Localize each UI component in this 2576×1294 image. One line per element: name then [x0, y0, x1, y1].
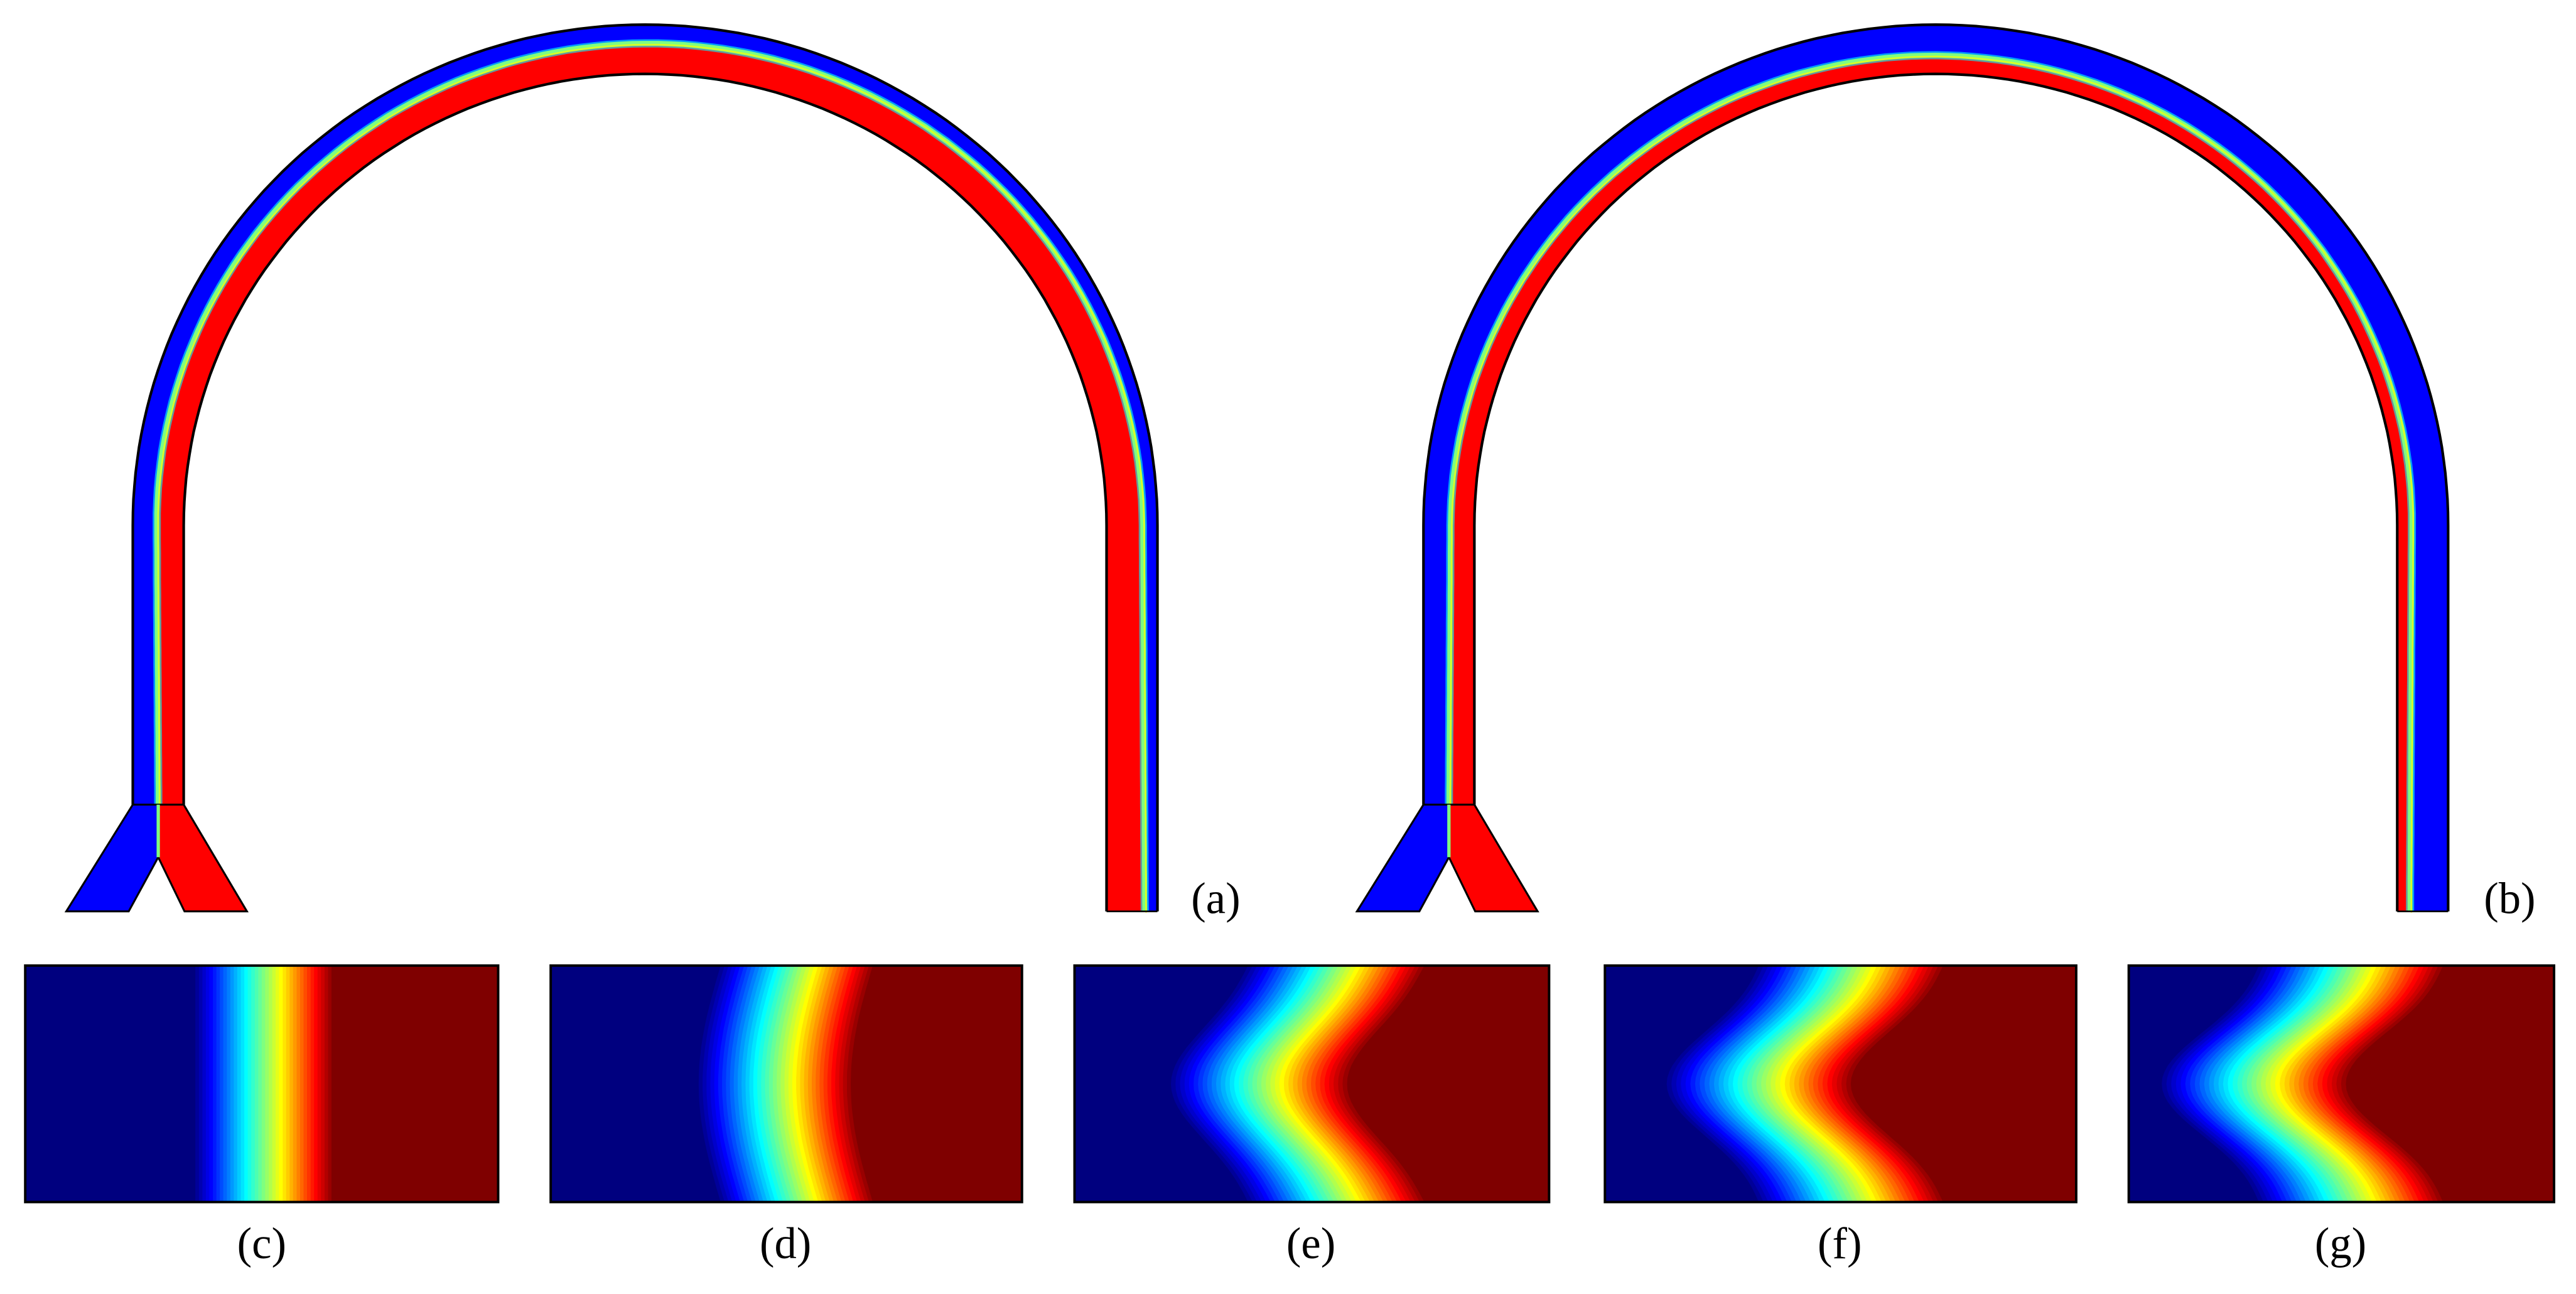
interface — [154, 41, 1148, 912]
label: (b) — [2484, 875, 2535, 924]
label: (f) — [1818, 1219, 1862, 1268]
label: (d) — [760, 1219, 811, 1268]
wall — [182, 72, 1108, 912]
cross-section — [25, 965, 498, 1202]
concentration-band — [1347, 965, 1549, 1202]
red-inlet — [1448, 804, 1539, 913]
label: (g) — [2315, 1219, 2366, 1268]
blue-inlet — [64, 804, 159, 913]
label: (a) — [1191, 875, 1240, 924]
frame — [549, 964, 1023, 1204]
concentration-band — [2346, 965, 2555, 1202]
concentration-band — [331, 965, 498, 1202]
label: (e) — [1286, 1219, 1335, 1268]
frame — [1073, 964, 1551, 1204]
frame — [2127, 964, 2555, 1204]
cross-section — [2128, 965, 2555, 1202]
wall — [1473, 72, 2399, 912]
concentration-band — [850, 965, 1022, 1202]
frame — [1603, 964, 2078, 1204]
concentration-band — [1850, 965, 2076, 1202]
interface — [1446, 52, 2415, 912]
blue-stream — [1423, 24, 2449, 912]
frame — [24, 964, 500, 1204]
blue-stream — [132, 24, 1158, 912]
wall — [1422, 23, 2450, 912]
arches — [64, 23, 2450, 913]
interface — [1449, 55, 2414, 913]
cross-section — [1605, 965, 2076, 1202]
blue-inlet — [1355, 804, 1450, 913]
cross-section — [1074, 965, 1549, 1202]
cross-section — [551, 965, 1022, 1202]
panels — [24, 964, 2555, 1204]
red-inlet — [157, 804, 249, 913]
label: (c) — [237, 1219, 286, 1268]
wall — [131, 23, 1159, 912]
interface — [157, 43, 1147, 913]
